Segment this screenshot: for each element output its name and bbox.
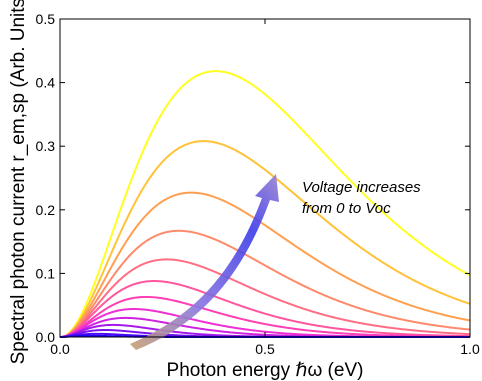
series-line-2 bbox=[59, 140, 471, 338]
y-tick-label: 0.1 bbox=[36, 265, 56, 281]
y-tick-label: 0.3 bbox=[36, 138, 56, 154]
series-line-6 bbox=[59, 280, 471, 338]
voltage-arrow bbox=[130, 174, 279, 350]
y-tick-label: 0.0 bbox=[36, 329, 56, 345]
x-tick-label: 0.5 bbox=[255, 341, 275, 357]
series-line-5 bbox=[59, 258, 471, 338]
series-line-3 bbox=[59, 191, 471, 338]
x-tick-label: 0.0 bbox=[50, 341, 70, 357]
x-axis-label: Photon energy ℏω (eV) bbox=[167, 360, 364, 381]
y-tick-label: 0.4 bbox=[36, 75, 56, 91]
annotation-line-2: from 0 to Voc bbox=[302, 200, 391, 217]
series-line-1 bbox=[59, 70, 471, 338]
y-tick-label: 0.2 bbox=[36, 202, 56, 218]
annotation-line-1: Voltage increases bbox=[302, 179, 421, 196]
series-line-4 bbox=[59, 229, 471, 338]
y-axis-label: Spectral photon current r_em,sp (Arb. Un… bbox=[8, 0, 29, 364]
x-tick-label: 1.0 bbox=[460, 341, 480, 357]
y-tick-label: 0.5 bbox=[36, 11, 56, 27]
axis-ticks: 0.0 0.5 1.0 0.0 0.1 0.2 0.3 0.4 0.5 bbox=[36, 11, 480, 357]
